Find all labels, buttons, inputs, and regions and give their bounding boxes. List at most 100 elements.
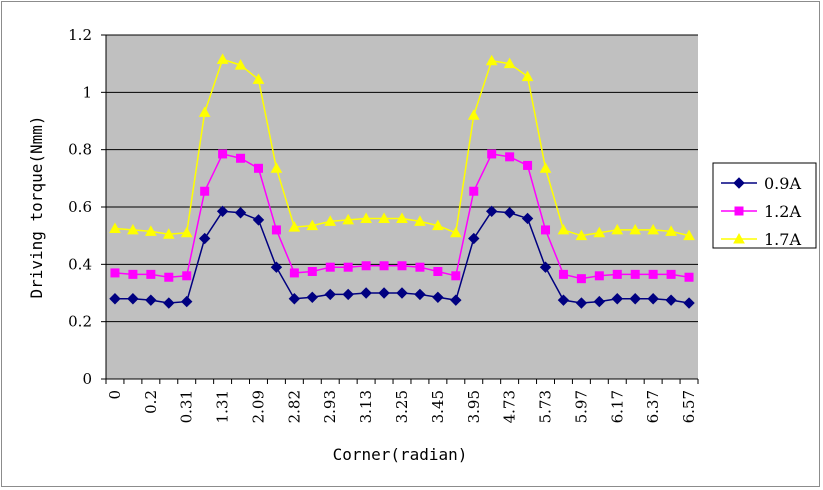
data-point bbox=[306, 291, 319, 304]
data-point bbox=[665, 294, 677, 306]
data-point bbox=[505, 152, 515, 162]
data-point bbox=[414, 288, 426, 301]
data-point bbox=[468, 232, 480, 245]
data-point bbox=[557, 223, 570, 235]
x-tick-label: 0.31 bbox=[178, 390, 196, 423]
data-point bbox=[593, 295, 606, 308]
legend: 0.9A 1.2A 1.7A bbox=[712, 162, 817, 249]
data-point bbox=[396, 212, 408, 223]
x-tick-label: 1.31 bbox=[214, 390, 232, 423]
data-point bbox=[611, 293, 623, 305]
data-point bbox=[648, 269, 658, 279]
data-point bbox=[198, 106, 211, 117]
x-tick-label: 3.25 bbox=[393, 390, 411, 423]
legend-label: 0.9A bbox=[764, 174, 801, 193]
x-tick-label: 3.13 bbox=[357, 390, 375, 423]
legend-label: 1.7A bbox=[764, 230, 801, 249]
data-point bbox=[164, 272, 174, 282]
y-tick-label: 0 bbox=[82, 370, 92, 388]
data-point bbox=[683, 297, 695, 309]
data-point bbox=[647, 293, 659, 305]
data-point bbox=[558, 269, 568, 279]
data-point bbox=[451, 271, 461, 281]
data-point bbox=[127, 293, 139, 305]
data-point bbox=[180, 226, 193, 238]
data-point bbox=[324, 288, 336, 301]
data-point bbox=[200, 186, 210, 196]
x-tick-label: 5.73 bbox=[537, 390, 555, 423]
y-tick-labels: 0 0.2 0.4 0.6 0.8 1 1.2 bbox=[68, 26, 92, 388]
data-point bbox=[433, 267, 443, 276]
x-tick-label: 6.17 bbox=[608, 390, 626, 423]
legend-marker bbox=[733, 232, 745, 244]
data-point bbox=[557, 294, 570, 306]
data-point bbox=[575, 297, 588, 309]
data-point bbox=[521, 70, 534, 82]
x-tick-labels: 0 0.2 0.31 1.31 2.09 2.82 2.93 3.13 3.25 3.45 3.95… bbox=[106, 390, 698, 423]
data-point bbox=[253, 163, 263, 173]
data-point bbox=[234, 207, 247, 219]
data-point bbox=[288, 293, 301, 305]
data-point bbox=[521, 212, 534, 225]
legend-entry: 1.7A bbox=[721, 230, 801, 249]
data-point bbox=[539, 261, 552, 273]
data-point bbox=[575, 229, 588, 241]
data-point bbox=[647, 223, 660, 235]
legend-marker bbox=[734, 206, 744, 216]
data-point bbox=[109, 222, 121, 233]
y-axis-title: Driving torque(Nmm) bbox=[27, 115, 46, 298]
series-group bbox=[109, 53, 695, 309]
data-point bbox=[234, 59, 247, 70]
data-point bbox=[145, 294, 157, 306]
axes bbox=[101, 34, 699, 384]
y-tick-label: 0.4 bbox=[68, 255, 92, 273]
series-1.2A bbox=[110, 149, 694, 284]
x-tick-label: 6.57 bbox=[680, 390, 698, 423]
data-point bbox=[432, 219, 444, 231]
data-point bbox=[127, 223, 139, 235]
data-point bbox=[343, 262, 353, 272]
data-point bbox=[593, 226, 606, 238]
legend-label: 1.2A bbox=[764, 202, 801, 221]
data-point bbox=[198, 232, 211, 245]
data-point bbox=[450, 294, 462, 306]
data-point bbox=[110, 268, 120, 278]
data-point bbox=[182, 271, 192, 281]
data-point bbox=[146, 269, 156, 279]
legend-box bbox=[712, 162, 817, 249]
y-tick-label: 0.8 bbox=[68, 141, 92, 159]
data-point bbox=[539, 162, 552, 173]
data-point bbox=[629, 293, 641, 305]
data-point bbox=[270, 162, 283, 173]
y-tick-label: 1 bbox=[82, 83, 92, 101]
data-point bbox=[630, 269, 640, 279]
data-point bbox=[270, 261, 283, 273]
y-tick-label: 0.2 bbox=[68, 313, 92, 331]
series-1.7A bbox=[109, 53, 695, 241]
x-tick-label: 2.09 bbox=[249, 390, 267, 423]
legend-entry: 0.9A bbox=[721, 174, 801, 193]
data-point bbox=[378, 212, 390, 223]
legend-entry: 1.2A bbox=[721, 202, 801, 221]
data-point bbox=[109, 293, 121, 305]
data-point bbox=[216, 53, 229, 64]
data-point bbox=[325, 262, 335, 272]
x-tick-label: 2.82 bbox=[285, 390, 303, 423]
data-point bbox=[252, 214, 265, 226]
data-point bbox=[252, 73, 265, 84]
data-point bbox=[342, 288, 354, 301]
data-point bbox=[271, 225, 281, 235]
data-point bbox=[612, 269, 622, 279]
data-point bbox=[360, 287, 372, 299]
x-tick-label: 2.93 bbox=[321, 390, 339, 423]
data-point bbox=[503, 57, 516, 69]
x-tick-label: 5.97 bbox=[572, 390, 590, 423]
data-point bbox=[307, 267, 317, 276]
data-point bbox=[397, 261, 407, 271]
data-point bbox=[666, 269, 676, 279]
data-point bbox=[288, 221, 301, 232]
x-tick-label: 3.45 bbox=[429, 390, 447, 423]
data-point bbox=[361, 261, 371, 271]
data-point bbox=[360, 212, 372, 223]
